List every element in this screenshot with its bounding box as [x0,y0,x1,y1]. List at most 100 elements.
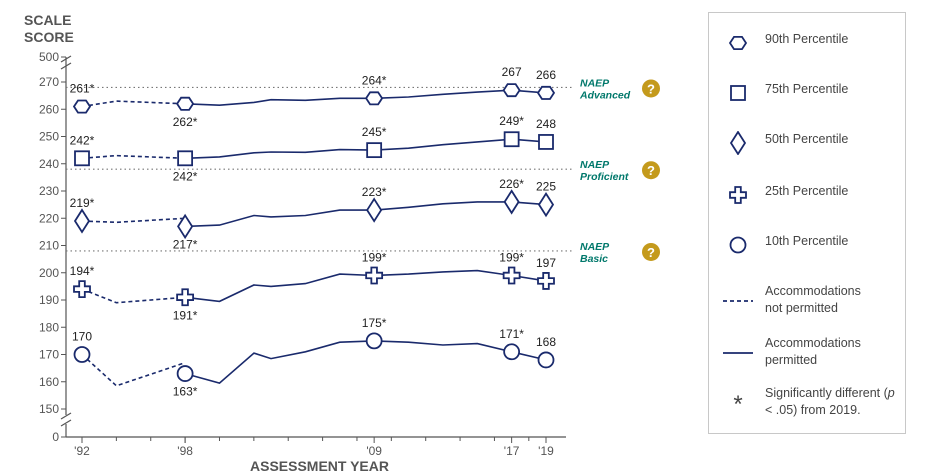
data-point-circle [73,346,91,363]
question-circle-icon [642,242,660,261]
data-label: 191* [173,308,198,322]
data-point-diamond [73,208,91,234]
x-tick-label: '19 [538,444,554,458]
series-line-solid [184,340,547,384]
data-point-diamond [503,189,520,215]
y-tick-label: 220 [39,211,59,225]
data-point-diamond [366,197,383,223]
naep-level-label: Basic [580,253,608,265]
data-point-square [538,134,554,150]
y-tick-label: 200 [39,266,59,280]
y-tick-label: 250 [39,130,59,144]
series-line-solid [185,269,547,303]
data-label: 199* [499,250,524,264]
data-label: 245* [362,125,387,139]
y-tick-label: 0 [52,430,59,444]
axis-break-mark [60,55,72,63]
y-tick-label: 150 [39,402,59,416]
y-tick-label: 240 [39,157,59,171]
x-tick-label: '98 [177,444,193,458]
line-chart: 150 160 170 180 190 200 210 220 230 240 250 260 270 0… [39,50,660,458]
legend-label: 10th Percentile [765,234,849,248]
legend-label: Accommodations permitted [765,336,861,367]
legend-symbol-solid-line [723,341,753,365]
legend-label: Accommodations not permitted [765,284,861,315]
series-line-solid [185,89,547,107]
series-line-solid [185,138,547,160]
x-tick-label: '09 [366,444,382,458]
data-point-cross [176,288,195,307]
data-label: 242* [173,169,198,183]
y-axis-title: SCALE SCORE [24,12,74,45]
legend-label: 90th Percentile [765,32,849,46]
data-label: 171* [499,327,524,341]
data-point-circle [176,365,194,382]
question-circle-icon [642,79,660,98]
series-line-dashed [81,353,186,387]
data-point-diamond [537,191,555,218]
legend-symbol-square [723,81,753,105]
data-label: 197 [536,256,556,270]
axis-break-mark [60,62,72,70]
series-line-dashed [81,100,186,108]
data-point-hexagon [176,96,195,111]
y-tick-label: 160 [39,375,59,389]
data-point-hexagon [365,91,384,106]
data-label: 261* [70,82,95,96]
y-tick-label: 230 [39,184,59,198]
data-label: 262* [173,115,198,129]
y-tick-label: 170 [39,348,59,362]
data-point-square [366,142,383,159]
naep-level-label: NAEP [580,77,610,89]
question-circle-icon [642,161,660,180]
data-point-cross [73,280,91,299]
data-point-hexagon [502,83,521,98]
data-point-hexagon [536,85,556,100]
y-tick-label: 270 [39,75,59,89]
data-label: 194* [70,264,95,278]
legend-symbol-diamond [723,130,753,156]
question-circle-icon-glyph: ? [647,163,655,178]
data-label: 175* [362,316,387,330]
naep-level-label: NAEP [580,241,610,253]
data-point-diamond [177,213,194,240]
data-label: 248 [536,117,556,131]
data-point-circle [365,332,383,350]
legend-label: 25th Percentile [765,184,849,198]
x-tick-label: '92 [74,444,90,458]
series-line-solid [185,201,547,228]
y-tick-label: 180 [39,320,59,334]
data-point-cross [502,266,521,285]
data-label: 199* [362,250,387,264]
data-label: 242* [70,133,95,147]
data-point-cross [365,266,384,285]
y-tick-label: 190 [39,293,59,307]
data-label: 168 [536,335,556,349]
data-point-cross [537,272,555,290]
x-tick-label: '17 [504,444,520,458]
data-label: 217* [173,237,198,251]
axis-break-mark [60,419,72,427]
y-tick-label: 260 [39,102,59,116]
axis-break-mark [60,412,72,420]
legend-label: 75th Percentile [765,82,849,96]
data-label: 170 [72,330,92,344]
x-axis-title: ASSESSMENT YEAR [250,458,389,474]
data-label: 223* [362,185,387,199]
legend-symbol-hexagon [723,31,753,55]
data-point-circle [503,343,521,361]
series-line-dashed [81,217,186,224]
naep-level-label: NAEP [580,159,610,171]
series-line-dashed [81,154,186,160]
question-circle-icon-glyph: ? [647,245,655,260]
data-label: 226* [499,177,524,191]
data-label: 266 [536,68,556,82]
data-label: 267 [502,65,522,79]
data-label: 163* [173,385,198,399]
data-point-square [74,150,90,167]
data-point-hexagon [72,99,92,114]
data-point-square [177,150,194,167]
data-point-circle [537,351,555,369]
naep-level-label: Advanced [579,89,631,101]
y-tick-label: 500 [39,50,59,64]
